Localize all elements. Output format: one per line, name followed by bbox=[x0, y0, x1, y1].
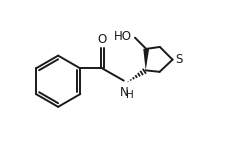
Text: N: N bbox=[120, 86, 129, 99]
Text: S: S bbox=[176, 53, 183, 66]
Polygon shape bbox=[143, 49, 149, 70]
Text: O: O bbox=[98, 33, 107, 46]
Text: H: H bbox=[126, 90, 134, 100]
Text: HO: HO bbox=[114, 30, 132, 43]
